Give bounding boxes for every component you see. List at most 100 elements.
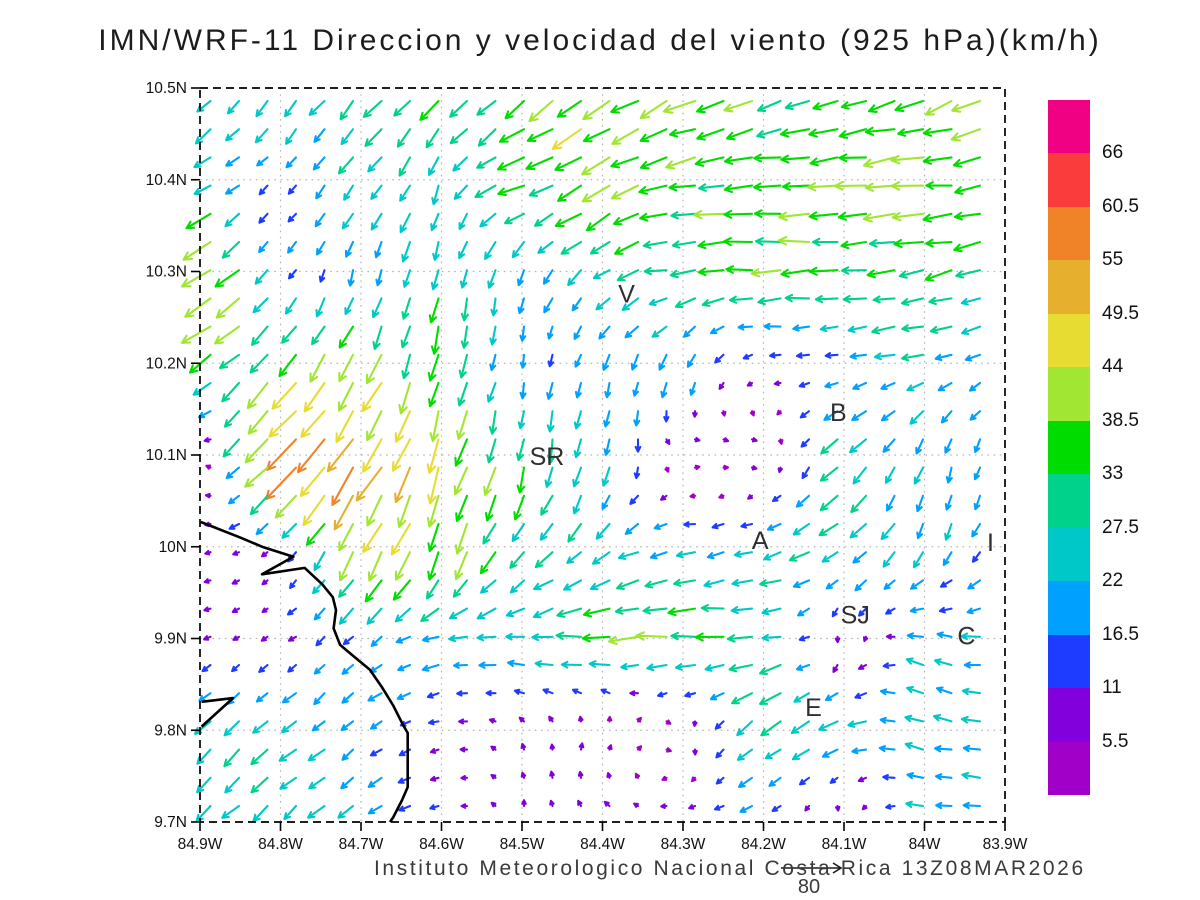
wind-arrow <box>337 804 355 819</box>
wind-arrow <box>726 128 754 141</box>
wind-arrow <box>401 240 412 263</box>
wind-arrow <box>546 325 554 340</box>
wind-arrow <box>193 184 212 195</box>
wind-arrow <box>776 409 782 416</box>
wind-arrow <box>879 716 896 724</box>
wind-arrow <box>572 466 583 488</box>
wind-arrow <box>394 607 412 623</box>
wind-arrow <box>226 99 241 115</box>
wind-arrow <box>544 466 554 488</box>
wind-arrow <box>398 156 412 177</box>
plot-frame <box>191 87 1006 831</box>
wind-arrow <box>420 607 440 623</box>
wind-arrow <box>882 774 896 781</box>
wind-arrow <box>601 494 611 510</box>
x-tick-label: 83.9W <box>983 836 1028 853</box>
wind-arrow <box>936 631 953 639</box>
wind-arrow <box>402 269 412 288</box>
wind-arrow <box>824 692 839 702</box>
wind-arrow <box>756 99 782 113</box>
wind-arrow <box>193 156 212 169</box>
wind-arrow <box>341 748 355 761</box>
wind-arrow <box>954 184 982 195</box>
wind-arrow <box>281 522 298 539</box>
wind-arrow <box>549 743 556 751</box>
wind-arrow <box>883 579 896 590</box>
wind-arrow <box>953 240 982 253</box>
wind-arrow <box>452 661 469 669</box>
wind-arrow <box>196 748 212 765</box>
wind-arrow <box>769 352 782 359</box>
wind-arrow <box>261 579 269 586</box>
wind-arrow <box>675 550 697 559</box>
wind-arrow <box>764 748 782 760</box>
coastline-segment <box>200 520 410 823</box>
coastline <box>200 520 410 823</box>
wind-arrow <box>795 494 811 508</box>
wind-arrow <box>692 748 698 756</box>
wind-arrow <box>799 410 811 419</box>
wind-arrow <box>489 353 497 372</box>
wind-arrow <box>476 156 497 169</box>
wind-arrow <box>777 236 811 246</box>
wind-arrow <box>533 579 554 591</box>
wind-arrow <box>868 239 896 248</box>
wind-arrow <box>829 776 839 784</box>
wind-arrow <box>341 212 355 230</box>
wind-arrow <box>513 494 526 521</box>
wind-arrow <box>260 551 269 558</box>
wind-arrow <box>225 184 241 195</box>
wind-arrow <box>255 692 269 703</box>
x-tick-label: 84.6W <box>419 836 464 853</box>
wind-arrow <box>484 494 497 522</box>
wind-arrow <box>252 720 269 734</box>
wind-arrow <box>934 773 953 781</box>
wind-arrow <box>534 212 554 227</box>
wind-arrow <box>567 522 583 543</box>
wind-arrow <box>779 128 811 138</box>
wind-arrow <box>219 353 241 370</box>
wind-arrow <box>913 466 925 485</box>
wind-arrow <box>428 381 440 408</box>
wind-arrow <box>296 438 326 474</box>
wind-arrow <box>942 551 953 566</box>
wind-arrow <box>431 184 440 206</box>
wind-arrow <box>214 325 241 345</box>
wind-arrow <box>864 182 896 192</box>
wind-arrow <box>834 181 868 191</box>
wind-arrow <box>519 353 527 369</box>
wind-arrow <box>694 156 725 167</box>
wind-arrow <box>339 99 355 121</box>
wind-arrow <box>255 99 269 118</box>
wind-arrow <box>505 632 526 641</box>
wind-arrow <box>504 212 526 225</box>
wind-arrow <box>763 322 782 331</box>
wind-arrow <box>784 293 811 303</box>
wind-arrow <box>397 663 412 672</box>
wind-arrow <box>258 212 269 224</box>
wind-arrow <box>554 156 583 172</box>
wind-arrow <box>367 156 383 173</box>
wind-arrow <box>556 607 583 618</box>
wind-arrow <box>486 381 497 403</box>
wind-arrow <box>624 522 640 535</box>
wind-arrow <box>231 579 241 585</box>
wind-arrow <box>709 692 725 701</box>
wind-arrow <box>750 268 782 278</box>
wind-arrow <box>285 156 298 169</box>
wind-arrow <box>840 99 868 110</box>
wind-arrow <box>573 410 583 430</box>
wind-arrow <box>577 799 583 808</box>
wind-arrow <box>375 269 383 287</box>
wind-arrow <box>602 353 611 371</box>
wind-arrow <box>620 662 640 671</box>
wind-arrow <box>250 776 269 794</box>
wind-arrow <box>546 410 555 433</box>
wind-arrow <box>449 128 469 145</box>
wind-arrow <box>801 466 811 480</box>
wind-arrow <box>425 128 440 149</box>
wind-arrow <box>516 438 526 462</box>
wind-arrow <box>539 522 554 541</box>
wind-arrow <box>338 522 355 552</box>
wind-arrow <box>428 719 440 726</box>
